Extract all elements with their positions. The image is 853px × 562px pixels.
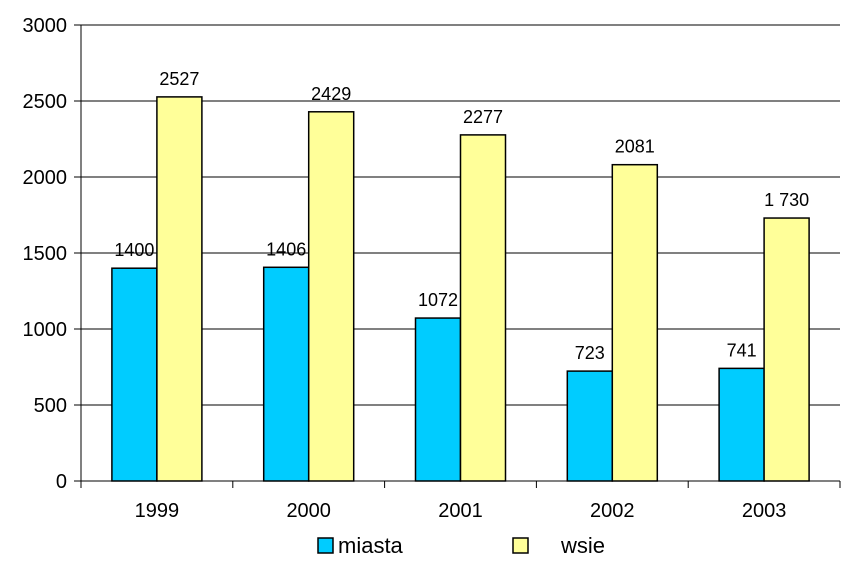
data-label-wsie-2001: 2277 (463, 107, 503, 127)
x-tick-label-2002: 2002 (590, 500, 635, 522)
bar-wsie-2002 (611, 163, 659, 482)
y-tick-label: 1500 (23, 243, 68, 265)
data-label-miasta-2001: 1072 (418, 290, 458, 310)
bar-miasta-1999 (111, 267, 158, 482)
x-tick-label-2000: 2000 (286, 500, 331, 522)
data-label-wsie-2002: 2081 (615, 137, 655, 157)
y-tick-label: 3000 (23, 15, 68, 37)
bar-wsie-1999 (156, 96, 203, 482)
bar-wsie-2001 (459, 134, 507, 482)
y-tick-label: 2500 (23, 91, 68, 113)
y-tick-label: 2000 (23, 167, 68, 189)
data-label-wsie-2003: 1 730 (764, 190, 809, 210)
x-tick-label-2001: 2001 (438, 500, 483, 522)
legend-swatch-wsie (512, 537, 529, 554)
data-label-miasta-1999: 1400 (114, 240, 154, 260)
data-label-wsie-1999: 2527 (159, 69, 199, 89)
legend: miasta wsie (317, 533, 605, 558)
legend-label-miasta: miasta (338, 533, 404, 558)
bar-miasta-2001 (414, 317, 462, 482)
y-tick-label: 500 (34, 395, 67, 417)
bar-wsie-2000 (307, 111, 355, 482)
legend-label-wsie: wsie (560, 533, 605, 558)
bar-wsie-2003 (763, 217, 810, 482)
bars (111, 96, 810, 482)
axes (80, 25, 840, 482)
legend-swatch-miasta (317, 537, 334, 554)
data-label-miasta-2002: 723 (575, 343, 605, 363)
bar-miasta-2002 (566, 370, 614, 482)
y-tick-label: 1000 (23, 319, 68, 341)
bar-miasta-2000 (262, 266, 310, 482)
data-label-miasta-2000: 1406 (266, 239, 306, 259)
data-labels: 1400 2527 1406 2429 1072 2277 723 2081 741 1 730 (114, 69, 809, 363)
y-tick-label: 0 (56, 471, 67, 493)
y-axis-ticks: 0 500 1000 1500 2000 2500 3000 (23, 15, 81, 493)
bar-miasta-2003 (718, 367, 765, 482)
data-label-miasta-2003: 741 (727, 340, 757, 360)
x-tick-label-2003: 2003 (742, 500, 787, 522)
data-label-wsie-2000: 2429 (311, 84, 351, 104)
x-tick-label-1999: 1999 (135, 500, 180, 522)
x-axis-ticks: 1999 2000 2001 2002 2003 (80, 481, 841, 522)
